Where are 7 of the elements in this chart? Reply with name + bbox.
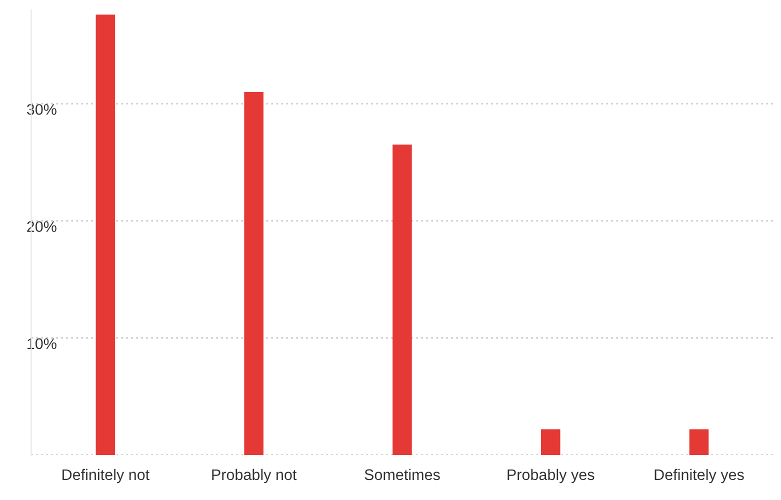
y-tick-label: 30%: [26, 104, 56, 115]
x-tick-label: Sometimes: [364, 468, 440, 480]
x-tick-label: Definitely yes: [654, 468, 744, 484]
y-tick-label: 20%: [27, 221, 56, 232]
x-tick-label: Probably not: [212, 468, 297, 484]
x-tick-label: Probably yes: [508, 468, 594, 484]
x-tick-label: Definitely not: [62, 468, 150, 484]
